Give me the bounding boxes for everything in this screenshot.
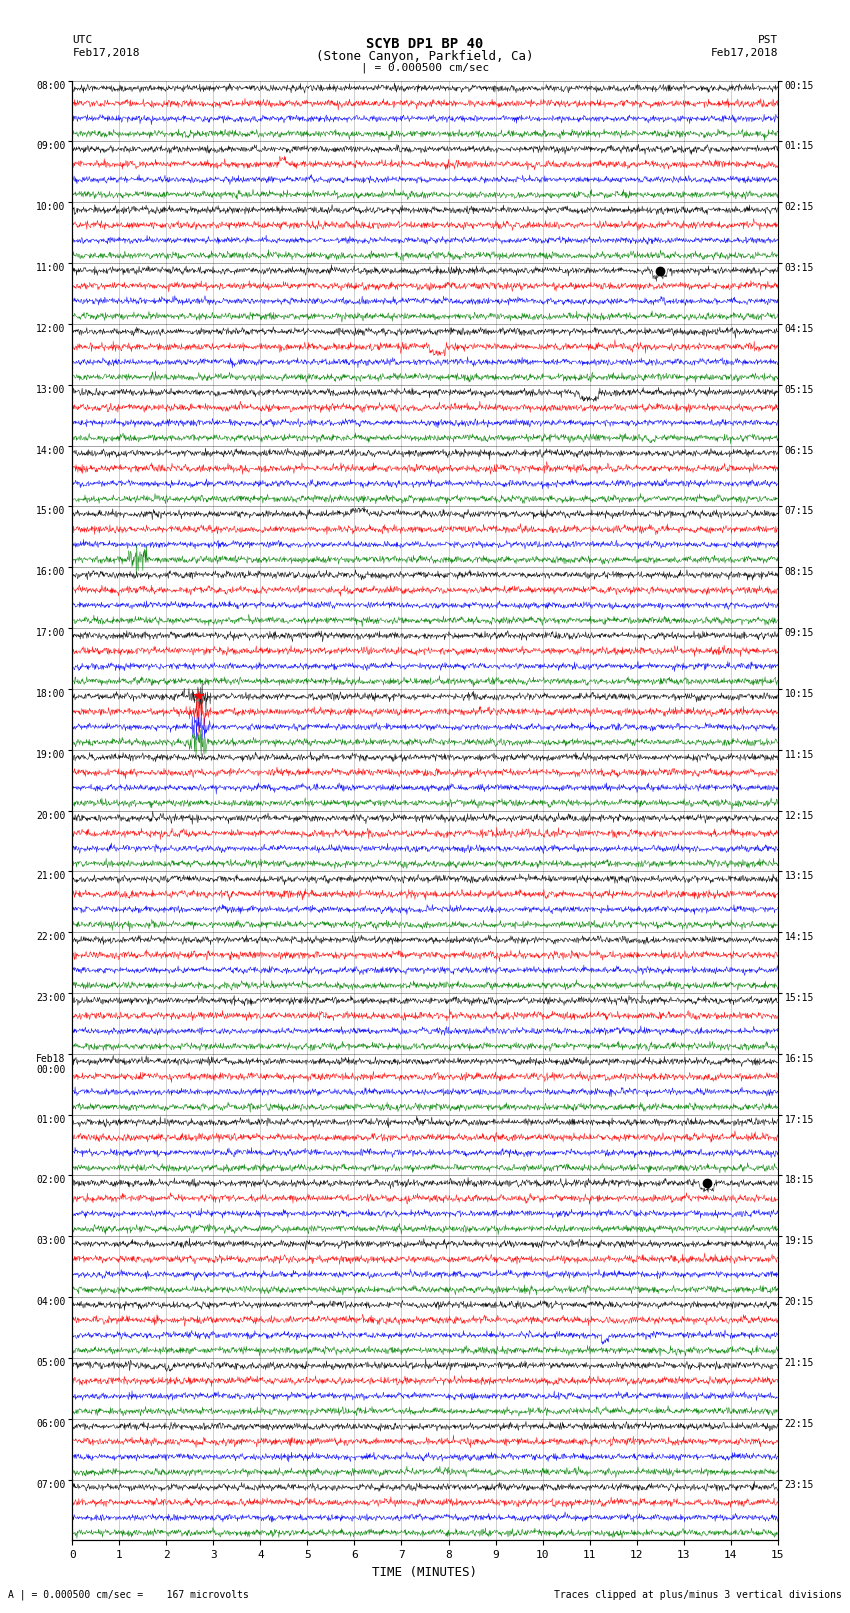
X-axis label: TIME (MINUTES): TIME (MINUTES) bbox=[372, 1566, 478, 1579]
Text: Feb17,2018: Feb17,2018 bbox=[72, 48, 139, 58]
Text: PST: PST bbox=[757, 35, 778, 45]
Text: Feb17,2018: Feb17,2018 bbox=[711, 48, 778, 58]
Text: (Stone Canyon, Parkfield, Ca): (Stone Canyon, Parkfield, Ca) bbox=[316, 50, 534, 63]
Text: A | = 0.000500 cm/sec =    167 microvolts: A | = 0.000500 cm/sec = 167 microvolts bbox=[8, 1589, 249, 1600]
Text: Traces clipped at plus/minus 3 vertical divisions: Traces clipped at plus/minus 3 vertical … bbox=[553, 1590, 842, 1600]
Text: UTC: UTC bbox=[72, 35, 93, 45]
Text: | = 0.000500 cm/sec: | = 0.000500 cm/sec bbox=[361, 63, 489, 74]
Text: SCYB DP1 BP 40: SCYB DP1 BP 40 bbox=[366, 37, 484, 52]
